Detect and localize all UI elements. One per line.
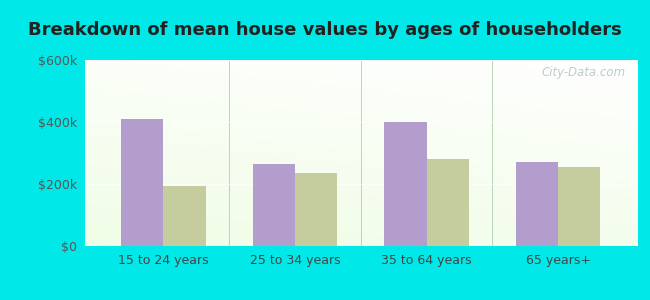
Bar xyxy=(516,162,558,246)
Bar xyxy=(426,159,469,246)
Bar xyxy=(384,122,426,246)
Bar xyxy=(253,164,295,246)
Bar xyxy=(558,167,600,246)
Bar xyxy=(295,173,337,246)
Text: City-Data.com: City-Data.com xyxy=(542,66,626,79)
Bar xyxy=(122,119,163,246)
Legend: St. Charles, Missouri: St. Charles, Missouri xyxy=(253,295,469,300)
Bar xyxy=(163,185,205,246)
Text: Breakdown of mean house values by ages of householders: Breakdown of mean house values by ages o… xyxy=(28,21,622,39)
